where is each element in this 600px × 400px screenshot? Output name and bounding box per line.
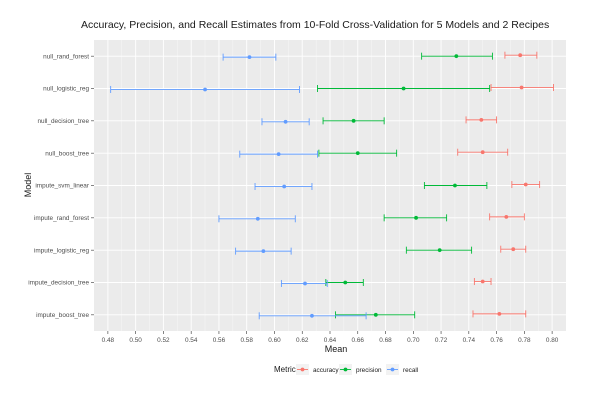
y-tick-label: null_decision_tree (37, 118, 89, 125)
point-precision (351, 118, 356, 123)
point-precision (453, 183, 457, 188)
y-tick-label: impute_svm_linear (35, 183, 90, 190)
point-accuracy (479, 117, 484, 122)
y-tick-label: impute_decision_tree (28, 280, 89, 287)
point-recall (276, 152, 281, 157)
x-axis-title: Mean (325, 344, 348, 354)
point-precision (437, 248, 442, 253)
point-recall (282, 184, 287, 189)
point-accuracy (518, 53, 523, 58)
x-tick-label: 0.50 (129, 337, 142, 344)
point-accuracy (523, 182, 528, 187)
y-tick-label: null_rand_forest (43, 53, 89, 60)
legend: Metric accuracy precision recall (274, 364, 418, 375)
legend-title: Metric (274, 365, 296, 374)
x-tick-label: 0.56 (213, 337, 226, 344)
x-tick-label: 0.78 (518, 337, 531, 344)
chart-title: Accuracy, Precision, and Recall Estimate… (81, 19, 549, 31)
legend-key-point (343, 367, 348, 372)
y-axis: null_rand_forest null_logistic_reg null_de… (28, 53, 94, 319)
y-tick-label: null_boost_tree (45, 150, 89, 157)
x-tick-label: 0.58 (240, 337, 253, 344)
point-accuracy (504, 214, 509, 219)
x-tick-label: 0.48 (102, 337, 115, 344)
y-tick-label: impute_logistic_reg (34, 247, 90, 254)
point-precision (355, 151, 360, 156)
legend-key-point (300, 367, 305, 372)
point-precision (454, 54, 459, 59)
y-tick-label: null_logistic_reg (43, 86, 89, 93)
x-tick-label: 0.64 (324, 337, 337, 344)
point-precision (373, 312, 378, 317)
point-recall (255, 216, 260, 221)
point-precision (401, 86, 406, 91)
x-tick-label: 0.54 (185, 337, 198, 344)
y-axis-title: Model (23, 173, 33, 198)
point-recall (310, 313, 314, 318)
legend-label-precision: precision (356, 367, 382, 374)
point-precision (414, 215, 418, 220)
legend-key-point (390, 367, 395, 372)
x-tick-label: 0.62 (296, 337, 309, 344)
x-tick-label: 0.52 (157, 337, 170, 344)
x-tick-label: 0.72 (435, 337, 448, 344)
point-recall (261, 249, 266, 254)
y-tick-label: impute_rand_forest (34, 215, 89, 222)
point-accuracy (511, 247, 516, 252)
point-recall (247, 55, 252, 60)
point-accuracy (519, 85, 524, 90)
x-tick-label: 0.60 (268, 337, 281, 344)
point-accuracy (497, 311, 502, 316)
point-recall (283, 119, 288, 124)
x-tick-label: 0.76 (490, 337, 503, 344)
y-tick-label: impute_boost_tree (36, 312, 89, 319)
x-tick-label: 0.66 (352, 337, 365, 344)
x-tick-label: 0.80 (546, 337, 559, 344)
point-recall (303, 281, 307, 286)
data-marks (110, 51, 554, 320)
point-precision (343, 280, 348, 285)
x-tick-label: 0.74 (463, 337, 476, 344)
x-tick-label: 0.70 (407, 337, 420, 344)
x-axis: 0.48 0.50 0.52 0.54 0.56 0.58 0.60 0.62 0.64 0.66… (102, 331, 559, 344)
point-accuracy (480, 279, 485, 284)
legend-label-accuracy: accuracy (313, 367, 339, 374)
legend-label-recall: recall (403, 367, 418, 374)
x-tick-label: 0.68 (379, 337, 392, 344)
point-recall (203, 87, 207, 92)
point-accuracy (480, 150, 485, 155)
